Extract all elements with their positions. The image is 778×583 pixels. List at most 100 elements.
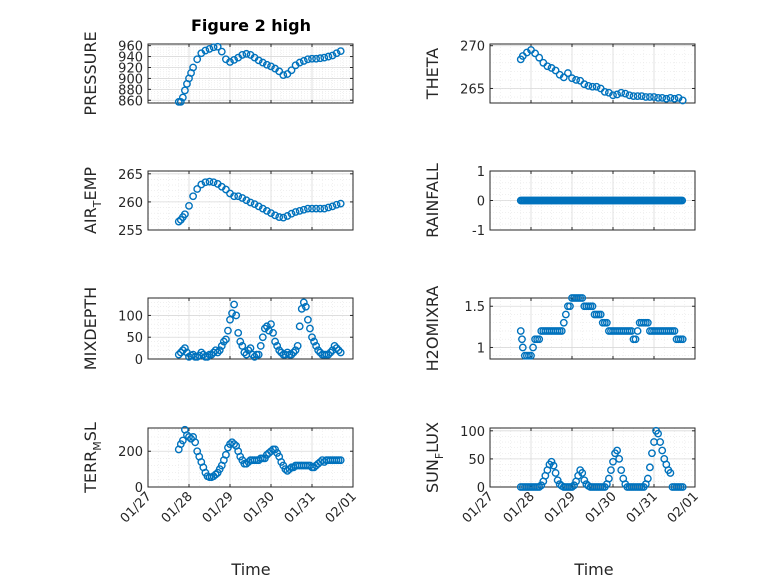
x-tick-label: 01/31: [624, 489, 661, 526]
data-point: [178, 436, 187, 445]
data-point: [658, 93, 667, 102]
y-tick-label: 0: [477, 481, 485, 496]
y-tick-label: 200: [118, 445, 143, 460]
data-point: [262, 322, 271, 331]
y-tick-label: 260: [118, 196, 143, 211]
data-point: [617, 466, 626, 475]
data-point: [197, 180, 206, 189]
x-tick-label: 01/30: [241, 489, 278, 526]
data-point: [258, 204, 267, 213]
data-point: [213, 348, 222, 357]
data-point: [279, 71, 288, 80]
data-point: [568, 483, 576, 491]
data-point: [246, 198, 255, 207]
y-tick-label: 0: [135, 353, 143, 368]
data-point: [174, 217, 183, 226]
data-point: [267, 62, 275, 71]
y-tick-label: 265: [118, 168, 143, 183]
y-tick-label: 255: [118, 224, 143, 239]
data-point: [316, 204, 325, 213]
data-point: [617, 88, 626, 97]
data-point: [631, 335, 640, 344]
x-tick-label: 02/01: [323, 489, 360, 526]
axes-frame: [147, 43, 354, 104]
data-point: [306, 324, 314, 333]
data-point: [310, 337, 318, 346]
y-tick-label: 1: [477, 165, 485, 180]
data-point: [189, 192, 198, 201]
data-point: [568, 74, 576, 83]
data-point: [654, 429, 662, 438]
data-point: [334, 346, 343, 355]
subplot-air_temp: 255 260 265 AIRTEMP: [81, 167, 354, 239]
data-point: [246, 344, 255, 353]
data-point: [217, 342, 226, 350]
data-point: [531, 49, 539, 58]
data-point: [238, 51, 247, 59]
data-point: [613, 446, 621, 455]
data-point: [295, 322, 304, 331]
data-point: [254, 350, 263, 359]
data-point: [332, 344, 341, 353]
data-point: [267, 320, 275, 329]
data-point: [258, 333, 267, 342]
data-point: [240, 348, 249, 357]
data-point: [559, 73, 568, 82]
data-point: [238, 194, 247, 202]
data-point: [678, 96, 687, 105]
data-point: [326, 348, 335, 357]
y-tick-label: 265: [460, 82, 485, 97]
y-tick-label: 0: [135, 481, 143, 496]
data-point: [670, 94, 679, 103]
y-tick-label: 900: [118, 72, 143, 87]
data-point: [283, 212, 292, 220]
data-point: [221, 185, 230, 194]
data-point: [230, 440, 239, 448]
data-point: [578, 294, 587, 302]
data-point: [336, 456, 345, 465]
axes-border: [147, 43, 354, 104]
data-point: [678, 196, 687, 205]
data-point: [650, 93, 658, 101]
axes-border: [147, 427, 354, 488]
data-point: [242, 49, 251, 58]
data-point: [312, 204, 320, 213]
data-point: [578, 469, 587, 477]
data-point: [291, 346, 300, 355]
data-point: [584, 81, 593, 90]
data-point: [588, 302, 597, 311]
data-point: [527, 351, 535, 360]
data-point: [646, 93, 654, 101]
data-point: [236, 337, 245, 346]
axes-frame: [489, 427, 696, 488]
data-point: [605, 474, 613, 483]
data-point: [275, 346, 284, 355]
data-point: [217, 47, 226, 56]
data-point: [324, 350, 333, 359]
data-point: [678, 483, 687, 491]
y-tick-label: 50: [126, 331, 143, 346]
data-point: [648, 449, 656, 458]
data-point: [279, 213, 288, 222]
y-axis-label: TERRMSL: [81, 422, 104, 494]
data-point: [629, 92, 638, 101]
data-point: [250, 352, 259, 361]
data-point: [592, 82, 601, 91]
data-point: [232, 311, 241, 320]
data-point: [570, 481, 578, 490]
data-point: [336, 199, 345, 208]
data-point: [178, 93, 187, 102]
data-point: [285, 465, 294, 474]
data-point: [174, 350, 183, 359]
data-point: [226, 58, 234, 66]
data-point: [314, 346, 323, 355]
data-point: [228, 309, 236, 318]
data-point: [180, 344, 189, 353]
data-point: [230, 55, 239, 64]
data-point: [205, 45, 214, 53]
y-axis-label: H2OMIXRA: [423, 286, 442, 372]
data-point: [308, 204, 316, 213]
